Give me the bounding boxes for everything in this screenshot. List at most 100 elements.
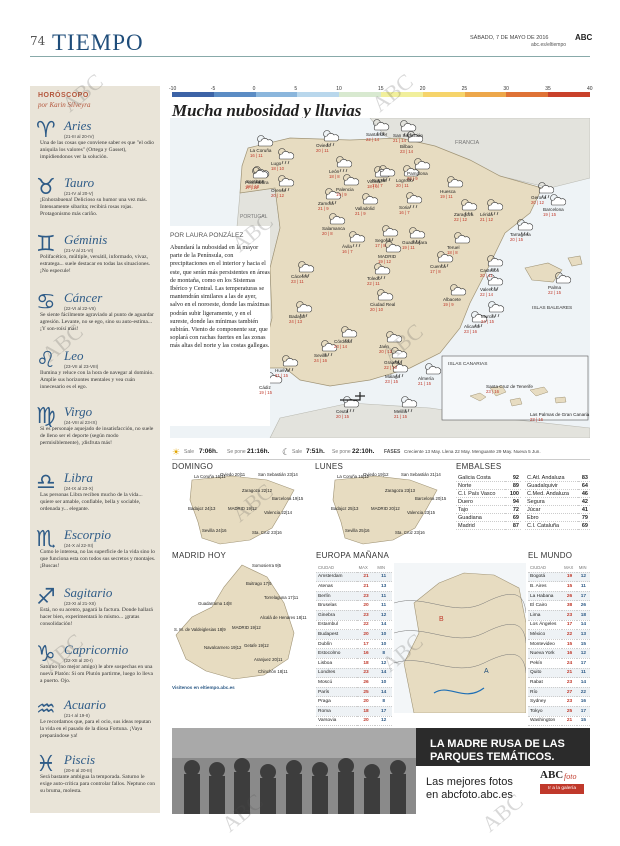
mini-city-forecast: MADRID 19|12 [228, 506, 257, 511]
city-name: Pamplona [407, 171, 428, 176]
sun-cloud-icon [257, 135, 274, 147]
table-row: Quito 21 11 [528, 668, 590, 679]
table-cell-name: Segura [525, 497, 579, 506]
ad-photo[interactable] [172, 728, 416, 814]
city-name: Ávila [342, 244, 352, 249]
sun-moon-bar: ☀ Sale 7:06h. Se pone 21:16h. ☾ Sale 7:5… [172, 447, 590, 457]
sign-dates: (24-IX al 23-X) [64, 486, 94, 491]
ad-brand-2: foto [564, 772, 577, 781]
city-temps: 23 | 15 [385, 379, 399, 384]
table-row: Amsterdam 21 11 [316, 572, 392, 583]
mini-city-forecast: Somosierra 9|5 [252, 563, 282, 568]
city-forecast: Palma 22 | 15 [548, 285, 561, 295]
min-cell: 14 [576, 620, 590, 631]
max-cell: 21 [562, 716, 577, 727]
max-cell: 27 [562, 687, 577, 698]
city-name: Cádiz [259, 385, 271, 390]
table-row: Ginebra 23 12 [316, 610, 392, 621]
city-name: Santiago [246, 179, 265, 184]
city-name: Bilbao [400, 144, 413, 149]
sign-text: Será bastante ambigua la temporada. Satu… [40, 774, 155, 794]
min-cell: 10 [375, 639, 392, 650]
table-row: Lisboa 18 12 [316, 658, 392, 669]
city-cell: Ginebra [316, 610, 357, 621]
sign-name: Aries [64, 118, 92, 133]
rain-cloud-icon [374, 263, 391, 280]
ad-gallery-button[interactable]: Ir a la galería [540, 784, 584, 794]
table-cell-name: Guadalquivir [525, 481, 579, 490]
sign-dates: (21-III al 20-IV) [64, 134, 95, 139]
city-temps: 23 | 16 [530, 417, 544, 422]
city-cell: El Cairo [528, 600, 563, 611]
city-cell: Tokyo [528, 706, 563, 717]
city-name: Cáceres [291, 274, 309, 279]
moon-icon: ☾ [282, 447, 291, 457]
sign-text: Se siente fácilmente agraviado al punto … [40, 312, 154, 332]
city-temps: 19 | 11 [402, 245, 415, 250]
city-cell: B. Aires [528, 581, 563, 592]
rain-cloud-icon [321, 340, 338, 357]
mini-city-forecast: La Coruña 16|12 [337, 474, 369, 479]
min-cell: 13 [375, 581, 392, 592]
table-row: Estocolmo 16 8 [316, 648, 392, 659]
min-cell: 11 [375, 600, 392, 611]
sun-cloud-icon [447, 176, 464, 188]
city-name: Castellón [480, 268, 500, 273]
city-forecast: Santander 22 | 14 [366, 132, 387, 142]
min-cell: 12 [576, 572, 590, 583]
table-row: Sydney 23 16 [528, 696, 590, 707]
max-cell: 20 [356, 716, 376, 727]
table-row: C.Med. Andaluza 46 [525, 489, 590, 498]
city-name: Santa Cruz de Tenerife [486, 384, 533, 389]
city-forecast: Palencia 19 | 9 [336, 187, 354, 197]
city-forecast: Ceuta 20 | 15 [336, 409, 349, 419]
city-temps: 18 | 13 [246, 184, 260, 189]
min-cell: 12 [576, 648, 590, 659]
table-cell-value: 42 [578, 497, 590, 506]
city-forecast: Melilla 21 | 15 [394, 409, 407, 419]
max-cell: 26 [356, 677, 376, 688]
city-forecast: Huelva 21 | 15 [275, 368, 289, 378]
min-cell: 17 [375, 706, 392, 717]
ad-text-panel[interactable]: LA MADRE RUSA DE LAS PARQUES TEMÁTICOS. … [416, 728, 590, 814]
site-url[interactable]: abc.es/eltiempo [531, 42, 567, 48]
city-name: Logroño [396, 178, 413, 183]
rain-cloud-icon [341, 326, 358, 343]
city-name: Pontevedra [245, 180, 269, 185]
table-row: Praga 20 8 [316, 696, 392, 707]
mini-city-forecast: Sta. Cruz 23|16 [395, 530, 425, 535]
city-name: Zamora [318, 201, 334, 206]
table-row: Tokyo 25 17 [528, 706, 590, 717]
city-cell: Praga [316, 696, 357, 707]
portugal-label: PORTUGAL [240, 214, 268, 220]
table-row: Rabat 23 14 [528, 677, 590, 688]
madrid-hoy-title: MADRID HOY [172, 551, 227, 560]
svg-text:B: B [439, 616, 444, 623]
city-temps: 23 | 11 [291, 279, 304, 284]
city-forecast: Toledo 22 | 11 [367, 276, 381, 286]
city-temps: 19 | 12 [378, 259, 392, 264]
city-forecast: Murcia 24 | 15 [481, 314, 495, 324]
table-row: Tajo 72 [456, 505, 521, 514]
table-row: Moscú 26 10 [316, 677, 392, 688]
table-row: Segura 42 [525, 497, 590, 506]
scale-tick: 35 [545, 86, 551, 92]
rain-cloud-icon [373, 119, 390, 136]
madrid-hoy-link[interactable]: Visítenos en eltiempo.abc.es [172, 685, 235, 690]
city-cell: Estocolmo [316, 648, 357, 659]
sign-dates: (23-XI al 21-XII) [64, 601, 96, 606]
rain-cloud-icon [278, 148, 295, 165]
mini-city-forecast: Badajoz 25|13 [331, 506, 359, 511]
mini-city-forecast: Valencia 22|14 [264, 510, 293, 515]
table-cell-name: Ebro [525, 513, 579, 522]
embalses-table-right: C.Atl. Andaluza 83 Guadalquivir 64 C.Med. An… [525, 474, 590, 530]
min-cell: 11 [375, 572, 392, 583]
city-name: Córdoba [334, 339, 352, 344]
sign-name: Acuario [64, 697, 106, 712]
table-cell-value: 83 [578, 474, 590, 482]
city-forecast: Málaga 23 | 15 [385, 374, 400, 384]
city-forecast: Castellón 20 | 11 [480, 268, 499, 278]
min-cell: 14 [375, 620, 392, 631]
rain-cloud-icon [336, 156, 353, 173]
max-cell: 21 [562, 668, 577, 679]
